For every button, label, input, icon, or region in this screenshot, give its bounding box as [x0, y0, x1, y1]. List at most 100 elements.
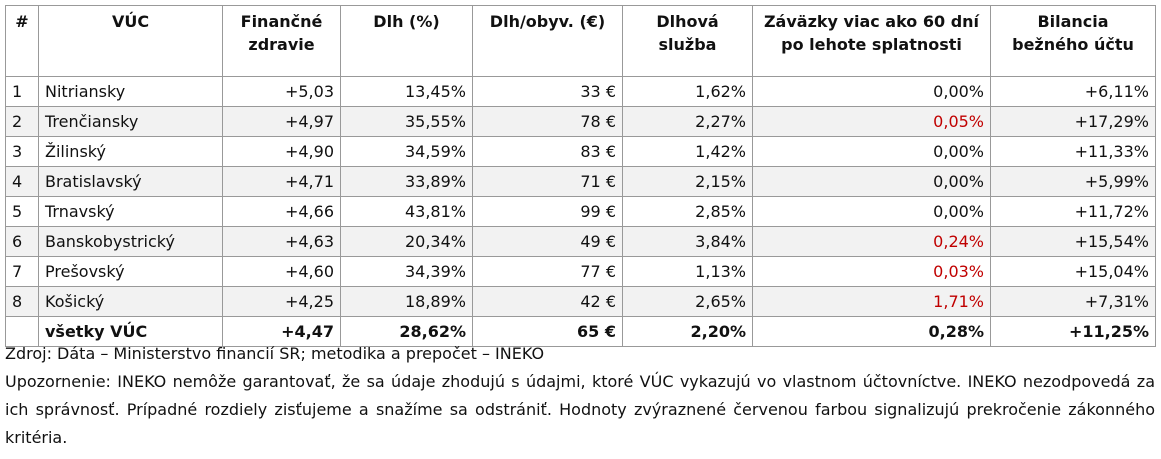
header-cell: Bilancia bežného účtu: [990, 5, 1156, 77]
table-cell: +4,71: [222, 166, 341, 197]
table-cell: +17,29%: [990, 106, 1156, 137]
table-cell: Prešovský: [38, 256, 223, 287]
table-row: 4 Bratislavský +4,71 33,89% 71 €2,15% 0,00% +5…: [5, 166, 1156, 197]
table-cell: +15,54%: [990, 226, 1156, 257]
table-cell: 0,05%: [752, 106, 991, 137]
table-cell: 0,00%: [752, 166, 991, 197]
table-cell: 1: [5, 76, 39, 107]
table-cell: 35,55%: [340, 106, 473, 137]
table-cell: 28,62%: [340, 316, 473, 347]
note: Upozornenie: INEKO nemôže garantovať, že…: [5, 372, 1155, 447]
table-cell: 42 €: [472, 286, 623, 317]
table-cell: 6: [5, 226, 39, 257]
table-cell: 71 €: [472, 166, 623, 197]
table-cell: 83 €: [472, 136, 623, 167]
header-line: VÚC: [111, 12, 150, 31]
header-line: Dlh (%): [373, 12, 440, 31]
table-cell: 1,62%: [622, 76, 753, 107]
table-cell: 0,00%: [752, 136, 991, 167]
table-cell: 2,15%: [622, 166, 753, 197]
table-cell: +6,11%: [990, 76, 1156, 107]
table-cell: 4: [5, 166, 39, 197]
table-cell: +4,47: [222, 316, 341, 347]
table-cell: 0,24%: [752, 226, 991, 257]
table-cell: 0,28%: [752, 316, 991, 347]
header-line: Bilancia: [1037, 12, 1109, 31]
header-cell: #: [5, 5, 39, 77]
table-cell: +4,90: [222, 136, 341, 167]
table-row: 6 Banskobystrický +4,63 20,34% 49 €3,84% 0,24…: [5, 226, 1156, 257]
table-cell: +15,04%: [990, 256, 1156, 287]
table-cell: Trenčiansky: [38, 106, 223, 137]
table-cell: 0,00%: [752, 76, 991, 107]
table-row: 7 Prešovský +4,60 34,39% 77 €1,13% 0,03% +15,0…: [5, 256, 1156, 287]
table-cell: 1,13%: [622, 256, 753, 287]
table-cell: všetky VÚC: [38, 316, 223, 347]
header-line: po lehote splatnosti: [781, 35, 962, 54]
table-cell: 33,89%: [340, 166, 473, 197]
table-cell: 5: [5, 196, 39, 227]
header-line: bežného účtu: [1012, 35, 1134, 54]
notes: Zdroj: Dáta – Ministerstvo financií SR; …: [5, 340, 1155, 452]
table-cell: 18,89%: [340, 286, 473, 317]
table-row: všetky VÚC +4,47 28,62% 65 €2,20% 0,28% +11,2…: [5, 316, 1156, 347]
table-row: 5 Trnavský +4,66 43,81% 99 €2,85% 0,00% +11,72…: [5, 196, 1156, 227]
header-cell: Dlh (%): [340, 5, 473, 77]
table-cell: 99 €: [472, 196, 623, 227]
table-cell: +4,63: [222, 226, 341, 257]
table-cell: 3: [5, 136, 39, 167]
table-cell: +11,25%: [990, 316, 1156, 347]
table-cell: 2,27%: [622, 106, 753, 137]
table-cell: Nitriansky: [38, 76, 223, 107]
table-cell: +4,25: [222, 286, 341, 317]
table-cell: +11,33%: [990, 136, 1156, 167]
table-cell: Košický: [38, 286, 223, 317]
table-cell: 33 €: [472, 76, 623, 107]
table-cell: 7: [5, 256, 39, 287]
table-cell: 0,00%: [752, 196, 991, 227]
table-row: 3 Žilinský +4,90 34,59% 83 €1,42% 0,00% +11,33…: [5, 136, 1156, 167]
table-cell: 77 €: [472, 256, 623, 287]
table-cell: 3,84%: [622, 226, 753, 257]
header-line: služba: [658, 35, 717, 54]
table-cell: +11,72%: [990, 196, 1156, 227]
header-cell: Dlh/obyv. (€): [472, 5, 623, 77]
table-wrap: # VÚC Finančné zdravie Dlh (%) Dlh/obyv. (€) D…: [5, 5, 1156, 347]
header-line: zdravie: [248, 35, 315, 54]
header-line: Dlhová: [656, 12, 719, 31]
header-line: Záväzky viac ako 60 dní: [763, 12, 980, 31]
header-line: Dlh/obyv. (€): [489, 12, 606, 31]
table-row: 1 Nitriansky +5,03 13,45% 33 €1,62% 0,00% +6,1…: [5, 76, 1156, 107]
table-cell: Bratislavský: [38, 166, 223, 197]
table-row: 8 Košický +4,25 18,89% 42 €2,65% 1,71% +7,31%: [5, 286, 1156, 317]
highlighted-value: 0,24%: [933, 232, 984, 251]
table-cell: Banskobystrický: [38, 226, 223, 257]
table-cell: 43,81%: [340, 196, 473, 227]
table-row: 2 Trenčiansky +4,97 35,55% 78 €2,27% 0,05% +17…: [5, 106, 1156, 137]
note: Zdroj: Dáta – Ministerstvo financií SR; …: [5, 344, 545, 363]
table-cell: Trnavský: [38, 196, 223, 227]
table-cell: +5,99%: [990, 166, 1156, 197]
table-cell: [5, 316, 39, 347]
table-cell: 13,45%: [340, 76, 473, 107]
results-table: # VÚC Finančné zdravie Dlh (%) Dlh/obyv. (€) D…: [5, 5, 1156, 347]
header-line: Finančné: [240, 12, 323, 31]
header-row: # VÚC Finančné zdravie Dlh (%) Dlh/obyv. (€) D…: [5, 5, 1156, 77]
table-body: 1 Nitriansky +5,03 13,45% 33 €1,62% 0,00% +6,1…: [5, 76, 1156, 347]
highlighted-value: 1,71%: [933, 292, 984, 311]
table-cell: 49 €: [472, 226, 623, 257]
header-cell: Záväzky viac ako 60 dní po lehote splatno…: [752, 5, 991, 77]
highlighted-value: 0,05%: [933, 112, 984, 131]
table-cell: +4,97: [222, 106, 341, 137]
header-cell: Dlhová služba: [622, 5, 753, 77]
table-cell: 1,42%: [622, 136, 753, 167]
table-cell: 2: [5, 106, 39, 137]
table-cell: 78 €: [472, 106, 623, 137]
table-cell: 1,71%: [752, 286, 991, 317]
table-cell: 20,34%: [340, 226, 473, 257]
highlighted-value: 0,03%: [933, 262, 984, 281]
table-cell: 8: [5, 286, 39, 317]
header-line: #: [15, 12, 29, 31]
table-cell: +4,60: [222, 256, 341, 287]
